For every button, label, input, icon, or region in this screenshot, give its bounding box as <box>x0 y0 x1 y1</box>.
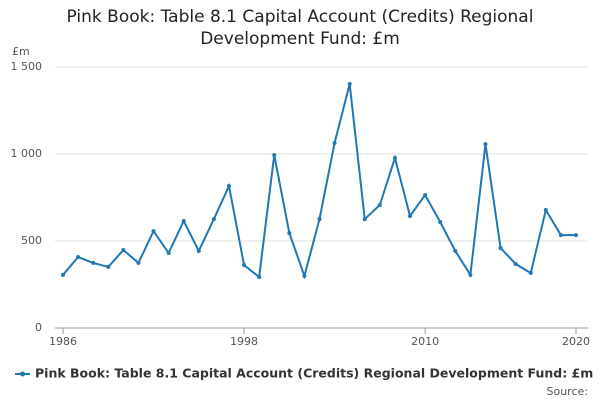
chart-title: Pink Book: Table 8.1 Capital Account (Cr… <box>66 7 534 49</box>
y-tick-label: 1 500 <box>11 60 43 73</box>
source: Source: <box>547 385 589 398</box>
point <box>543 208 548 213</box>
point <box>242 263 247 268</box>
point <box>362 217 367 222</box>
point <box>377 202 382 207</box>
point <box>211 217 216 222</box>
y-axis-label: £m <box>12 45 30 58</box>
point <box>287 230 292 235</box>
point <box>151 229 156 234</box>
point <box>121 248 126 253</box>
point <box>408 213 413 218</box>
point <box>257 275 262 280</box>
point <box>317 217 322 222</box>
point <box>483 142 488 147</box>
point <box>91 260 96 265</box>
y-tick-label: 500 <box>21 234 42 247</box>
point <box>226 184 231 189</box>
point <box>438 220 443 225</box>
point <box>302 273 307 278</box>
legend-label: Pink Book: Table 8.1 Capital Account (Cr… <box>35 366 593 381</box>
legend-marker <box>20 371 25 377</box>
point <box>166 251 171 256</box>
point <box>498 245 503 250</box>
point <box>347 82 352 87</box>
point <box>528 271 533 276</box>
y-tick-label: 1 000 <box>11 147 43 160</box>
point <box>574 233 578 238</box>
point <box>558 233 563 238</box>
point <box>106 264 111 269</box>
point <box>61 272 65 277</box>
point <box>181 218 186 223</box>
point <box>332 141 337 146</box>
y-tick-label: 0 <box>35 321 42 334</box>
x-tick-label: 1986 <box>49 335 77 348</box>
point <box>392 156 397 161</box>
point <box>513 261 518 266</box>
point <box>423 193 428 198</box>
point <box>272 153 277 158</box>
point <box>76 255 81 260</box>
point <box>453 248 458 253</box>
point <box>468 272 473 277</box>
point <box>196 248 201 253</box>
point <box>136 260 141 265</box>
x-tick-label: 2010 <box>411 335 439 348</box>
x-tick-label: 1998 <box>230 335 258 348</box>
x-tick-label: 2020 <box>562 335 590 348</box>
